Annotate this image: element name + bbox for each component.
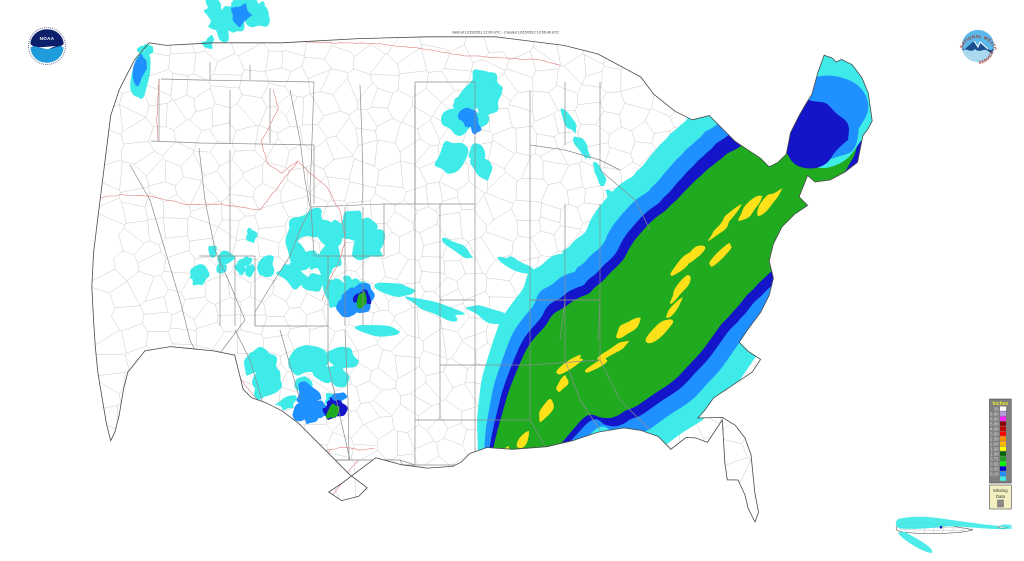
svg-text:NOAA: NOAA [40,36,55,41]
svg-text:Data: Data [996,494,1006,499]
svg-text:Missing: Missing [993,488,1008,493]
svg-text:0.10: 0.10 [990,472,999,477]
svg-text:Valid at 12/23/2011 12:00 UTC: Valid at 12/23/2011 12:00 UTC - Created … [452,31,560,35]
